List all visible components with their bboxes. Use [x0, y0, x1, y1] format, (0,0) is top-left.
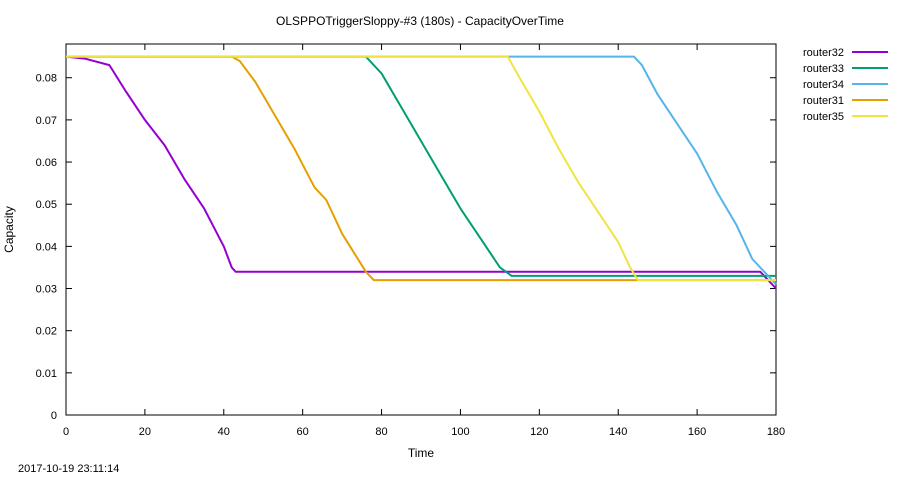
series-line-router31 [66, 55, 776, 282]
series-line-router35 [66, 55, 776, 282]
x-tick-label: 20 [139, 426, 151, 438]
series-line-router32 [65, 55, 777, 290]
y-axis: 0 0.01 0.02 0.03 0.04 0.05 0.06 0.07 0.08 [36, 73, 776, 422]
x-tick-label: 100 [451, 426, 469, 438]
x-tick-label: 0 [63, 426, 69, 438]
series-lines [65, 55, 777, 290]
series-line-router34 [66, 55, 777, 285]
legend: router32 router33 router34 router31 router35 [803, 47, 888, 123]
x-tick-label: 140 [609, 426, 627, 438]
legend-label-router31: router31 [803, 95, 844, 107]
y-tick-label: 0.08 [36, 73, 57, 85]
legend-label-router32: router32 [803, 47, 844, 59]
x-tick-label: 60 [297, 426, 309, 438]
timestamp: 2017-10-19 23:11:14 [18, 463, 120, 475]
legend-label-router33: router33 [803, 63, 844, 75]
x-tick-label: 80 [375, 426, 387, 438]
x-tick-label: 40 [218, 426, 230, 438]
y-tick-label: 0.04 [36, 241, 57, 253]
legend-label-router34: router34 [803, 79, 844, 91]
y-axis-title: Capacity [2, 206, 16, 253]
plot-area-frame [65, 43, 777, 416]
legend-label-router35: router35 [803, 111, 844, 123]
x-tick-label: 160 [688, 426, 706, 438]
y-tick-label: 0 [51, 410, 57, 422]
series-line-router33 [66, 55, 776, 277]
y-tick-label: 0.07 [36, 115, 57, 127]
chart-title: OLSPPOTriggerSloppy-#3 (180s) - Capacity… [276, 14, 564, 28]
y-tick-label: 0.01 [36, 368, 57, 380]
y-tick-label: 0.06 [36, 157, 57, 169]
x-tick-label: 120 [530, 426, 548, 438]
y-tick-label: 0.03 [36, 284, 57, 296]
x-tick-label: 180 [767, 426, 785, 438]
y-tick-label: 0.02 [36, 326, 57, 338]
x-axis: 0 20 40 60 80 100 120 140 160 180 [63, 44, 785, 438]
x-axis-title: Time [408, 446, 435, 460]
y-tick-label: 0.05 [36, 199, 57, 211]
